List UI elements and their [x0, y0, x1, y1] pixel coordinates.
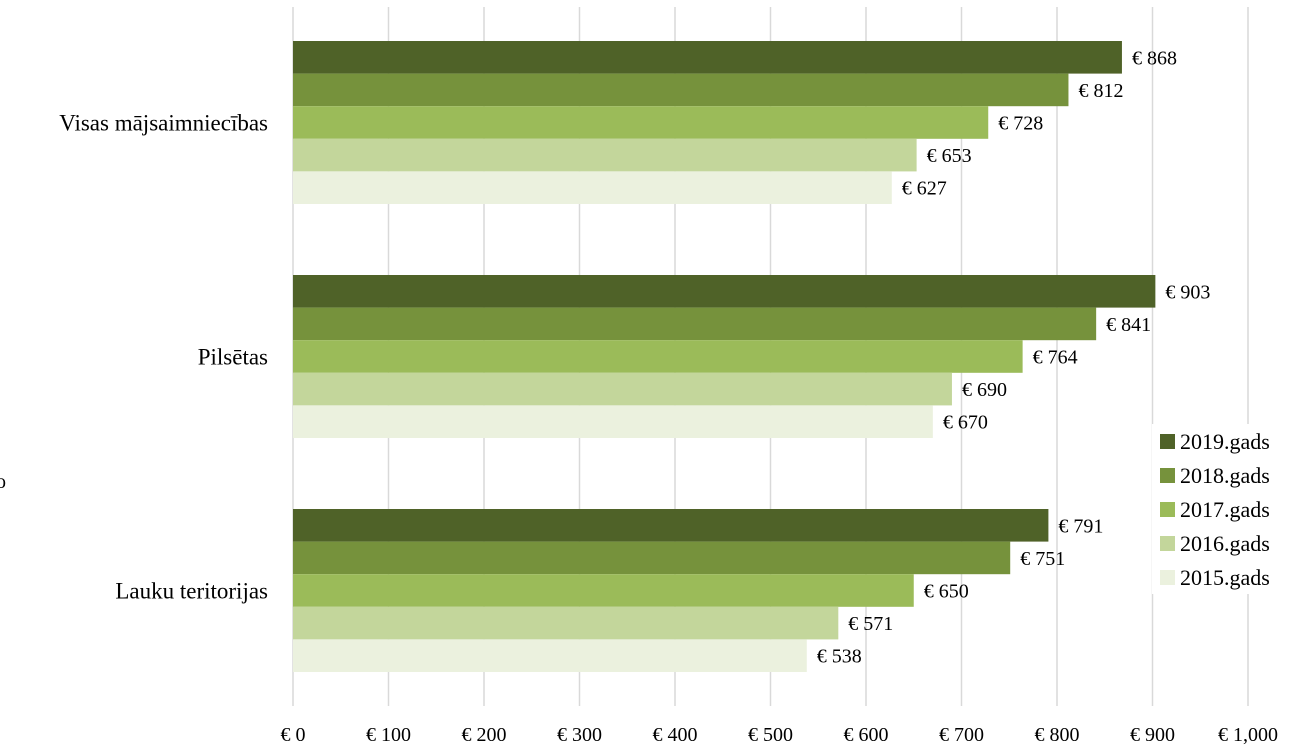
x-tick-label-2: € 200 [462, 724, 507, 746]
bar-0-3 [293, 138, 917, 172]
legend-swatch-3 [1160, 536, 1175, 551]
bar-series [293, 41, 1156, 672]
bar-0-4 [293, 171, 892, 204]
legend-label-2: 2017.gads [1180, 497, 1270, 522]
data-label-2-0: € 791 [1058, 515, 1103, 537]
bar-1-4 [293, 405, 933, 438]
x-tick-label-8: € 800 [1035, 724, 1080, 746]
bar-2-3 [293, 606, 839, 640]
legend-label-4: 2015.gads [1180, 565, 1270, 590]
legend-swatch-0 [1160, 434, 1175, 449]
x-tick-label-1: € 100 [366, 724, 411, 746]
bar-2-0 [293, 509, 1049, 542]
x-tick-label-10: € 1,000 [1218, 724, 1278, 746]
bar-1-0 [293, 275, 1156, 308]
data-label-0-1: € 812 [1078, 80, 1123, 102]
x-tick-label-6: € 600 [844, 724, 889, 746]
bar-2-4 [293, 639, 807, 672]
x-tick-label-4: € 400 [653, 724, 698, 746]
legend-background [1152, 424, 1294, 594]
data-label-2-3: € 571 [848, 613, 893, 635]
bar-1-3 [293, 372, 952, 406]
legend-label-0: 2019.gads [1180, 429, 1270, 454]
bar-0-0 [293, 41, 1122, 74]
data-label-1-3: € 690 [962, 379, 1007, 401]
data-label-1-2: € 764 [1033, 347, 1078, 369]
data-label-2-4: € 538 [817, 646, 862, 668]
bar-1-1 [293, 307, 1097, 341]
x-tick-label-7: € 700 [939, 724, 984, 746]
stray-glyph: o [0, 471, 6, 493]
category-label-1: Pilsētas [198, 345, 268, 370]
value-axis-tick-labels: € 0 € 100 € 200 € 300 € 400 € 500 € 600 € 700 € … [281, 724, 1279, 746]
bar-2-1 [293, 541, 1011, 575]
data-labels: € 868 € 812 € 728 € 653 € 627 € 903 € 841 € 764… [817, 47, 1211, 667]
bar-1-2 [293, 340, 1023, 373]
bar-2-2 [293, 574, 914, 607]
legend-swatch-1 [1160, 468, 1175, 483]
data-label-1-4: € 670 [943, 412, 988, 434]
bar-0-1 [293, 73, 1069, 107]
bar-0-2 [293, 106, 989, 139]
data-label-2-1: € 751 [1020, 548, 1065, 570]
data-label-0-2: € 728 [998, 113, 1043, 135]
category-label-0: Visas mājsaimniecības [59, 111, 268, 136]
data-label-0-4: € 627 [902, 178, 947, 200]
legend-swatch-2 [1160, 502, 1175, 517]
legend-label-3: 2016.gads [1180, 531, 1270, 556]
x-tick-label-3: € 300 [557, 724, 602, 746]
data-label-2-2: € 650 [924, 581, 969, 603]
category-label-2: Lauku teritorijas [115, 579, 268, 604]
data-label-1-0: € 903 [1165, 281, 1210, 303]
legend-swatch-4 [1160, 570, 1175, 585]
data-label-0-3: € 653 [927, 145, 972, 167]
data-label-0-0: € 868 [1132, 47, 1177, 69]
legend-label-1: 2018.gads [1180, 463, 1270, 488]
legend: 2019.gads 2018.gads 2017.gads 2016.gads 2015… [1152, 424, 1294, 594]
x-tick-label-0: € 0 [281, 724, 306, 746]
x-tick-label-5: € 500 [748, 724, 793, 746]
category-axis-labels: Visas mājsaimniecības Pilsētas Lauku terit… [59, 111, 268, 604]
data-label-1-1: € 841 [1106, 314, 1151, 336]
x-tick-label-9: € 900 [1130, 724, 1175, 746]
